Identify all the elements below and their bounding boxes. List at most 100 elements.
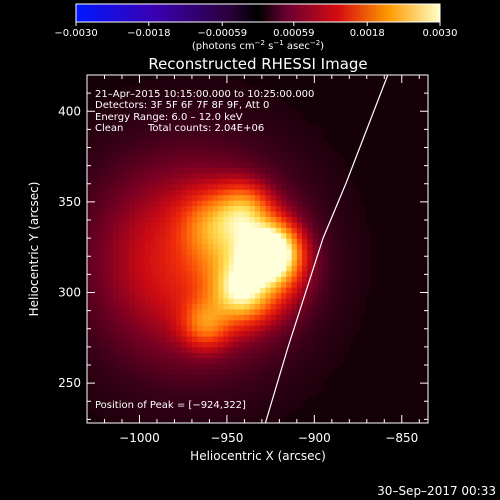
heatmap-cell: [275, 227, 282, 234]
heatmap-cell: [244, 395, 251, 402]
heatmap-cell: [249, 145, 256, 152]
heatmap-cell: [296, 156, 303, 163]
heatmap-cell: [223, 417, 230, 423]
heatmap-cell: [254, 276, 261, 283]
heatmap-cell: [87, 368, 93, 375]
heatmap-cell: [296, 390, 303, 397]
heatmap-cell: [354, 325, 361, 332]
heatmap-cell: [191, 390, 198, 397]
heatmap-cell: [212, 243, 219, 250]
heatmap-cell: [249, 210, 256, 217]
heatmap-cell: [307, 232, 314, 239]
heatmap-cell: [281, 287, 287, 294]
heatmap-cell: [197, 227, 204, 234]
heatmap-cell: [87, 227, 93, 234]
heatmap-cell: [102, 379, 109, 386]
heatmap-cell: [344, 210, 350, 217]
heatmap-cell: [354, 227, 361, 234]
heatmap-cell: [365, 243, 371, 250]
heatmap-cell: [155, 406, 162, 413]
heatmap-cell: [176, 221, 183, 228]
heatmap-cell: [181, 227, 188, 234]
heatmap-cell: [123, 227, 130, 234]
heatmap-cell: [186, 134, 193, 141]
heatmap-cell: [134, 259, 141, 266]
heatmap-cell: [128, 91, 135, 98]
heatmap-cell: [87, 249, 93, 256]
heatmap-cell: [165, 265, 172, 272]
heatmap-cell: [191, 227, 198, 234]
heatmap-cell: [170, 107, 177, 114]
heatmap-cell: [191, 151, 198, 158]
heatmap-cell: [249, 216, 256, 223]
heatmap-cell: [223, 259, 230, 266]
heatmap-cell: [191, 265, 198, 272]
heatmap-cell: [254, 259, 261, 266]
heatmap-cell: [344, 238, 350, 245]
heatmap-cell: [275, 162, 282, 169]
heatmap-cell: [144, 412, 151, 419]
heatmap-cell: [149, 259, 156, 266]
heatmap-cell: [92, 336, 99, 343]
heatmap-cell: [170, 368, 177, 375]
heatmap-cell: [260, 336, 266, 343]
colorbar-tick-label: 0.00059: [273, 28, 314, 39]
heatmap-cell: [97, 292, 104, 299]
heatmap-cell: [323, 216, 329, 223]
heatmap-cell: [338, 156, 345, 163]
heatmap-cell: [113, 352, 120, 359]
heatmap-cell: [118, 123, 125, 130]
heatmap-cell: [333, 270, 340, 277]
heatmap-cell: [97, 395, 104, 402]
heatmap-cell: [223, 276, 230, 283]
heatmap-cell: [302, 265, 308, 272]
heatmap-cell: [275, 118, 282, 125]
heatmap-cell: [275, 200, 282, 207]
heatmap-cell: [286, 352, 293, 359]
heatmap-cell: [228, 221, 235, 228]
heatmap-cell: [249, 183, 256, 190]
heatmap-cell: [260, 151, 266, 158]
heatmap-cell: [239, 238, 245, 245]
heatmap-cell: [212, 325, 219, 332]
heatmap-cell: [207, 232, 214, 239]
heatmap-cell: [291, 374, 298, 381]
heatmap-cell: [228, 265, 235, 272]
heatmap-cell: [302, 172, 308, 179]
heatmap-cell: [170, 281, 177, 288]
heatmap-cell: [275, 363, 282, 370]
heatmap-cell: [197, 330, 204, 337]
heatmap-cell: [223, 270, 230, 277]
heatmap-cell: [181, 254, 188, 261]
heatmap-cell: [333, 352, 340, 359]
heatmap-cell: [123, 210, 130, 217]
heatmap-cell: [323, 308, 329, 315]
heatmap-cell: [270, 167, 277, 174]
heatmap-cell: [244, 303, 251, 310]
heatmap-cell: [328, 259, 335, 266]
heatmap-cell: [97, 254, 104, 261]
heatmap-cell: [92, 238, 99, 245]
heatmap-cell: [181, 243, 188, 250]
heatmap-cell: [328, 292, 335, 299]
heatmap-cell: [281, 145, 287, 152]
heatmap-cell: [134, 346, 141, 353]
heatmap-cell: [186, 194, 193, 201]
heatmap-cell: [239, 352, 245, 359]
heatmap-cell: [160, 172, 167, 179]
heatmap-cell: [170, 406, 177, 413]
heatmap-cell: [296, 200, 303, 207]
heatmap-cell: [197, 314, 204, 321]
heatmap-cell: [296, 167, 303, 174]
heatmap-cell: [260, 395, 266, 402]
heatmap-cell: [160, 91, 167, 98]
heatmap-cell: [92, 303, 99, 310]
heatmap-cell: [97, 401, 104, 408]
heatmap-cell: [128, 384, 135, 391]
heatmap-cell: [113, 167, 120, 174]
heatmap-cell: [265, 156, 272, 163]
heatmap-cell: [228, 102, 235, 109]
heatmap-cell: [302, 330, 308, 337]
heatmap-cell: [270, 341, 277, 348]
heatmap-cell: [349, 238, 356, 245]
